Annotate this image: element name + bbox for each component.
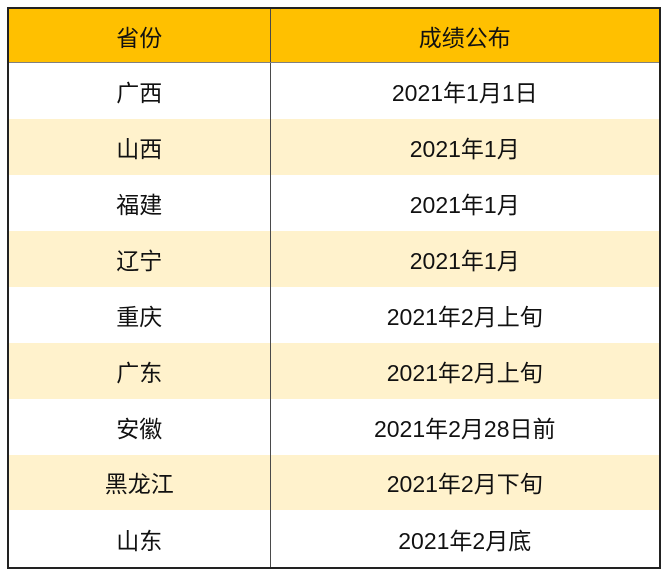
table-row: 福建 2021年1月	[8, 175, 660, 231]
table-row: 黑龙江 2021年2月下旬	[8, 454, 660, 511]
province-cell: 黑龙江	[8, 454, 271, 511]
table-row: 重庆 2021年2月上旬	[8, 286, 660, 343]
announcement-cell: 2021年2月底	[398, 527, 532, 554]
header-row: 省份 成绩公布	[8, 8, 660, 63]
table-row: 广东 2021年2月上旬	[8, 342, 660, 399]
announcement-cell: 2021年1月	[409, 192, 520, 219]
province-cell: 福建	[8, 175, 271, 231]
announcement-cell: 2021年2月28日前	[373, 415, 556, 442]
announcement-cell: 2021年1月	[409, 247, 520, 274]
province-cell: 山西	[8, 119, 271, 176]
table-row: 广西 2021年1月1日	[8, 62, 660, 120]
score-announcement-table: 省份 成绩公布 广西 2021年1月1日 山西 2021年1月 福建 2021年…	[7, 7, 661, 569]
column-header-announcement: 成绩公布	[270, 8, 660, 63]
announcement-cell: 2021年1月1日	[391, 80, 538, 107]
province-cell: 山东	[8, 510, 271, 568]
announcement-cell: 2021年2月下旬	[386, 471, 543, 498]
province-cell: 重庆	[8, 286, 271, 343]
province-cell: 辽宁	[8, 230, 271, 287]
announcement-cell: 2021年2月上旬	[386, 303, 543, 330]
table-row: 山东 2021年2月底	[8, 510, 660, 568]
province-cell: 广西	[8, 62, 271, 120]
announcement-cell: 2021年1月	[409, 136, 520, 163]
table-row: 山西 2021年1月	[8, 119, 660, 176]
table-row: 辽宁 2021年1月	[8, 230, 660, 287]
table-row: 安徽 2021年2月28日前	[8, 398, 660, 455]
announcement-cell: 2021年2月上旬	[386, 359, 543, 386]
column-header-province: 省份	[8, 8, 271, 63]
province-cell: 广东	[8, 342, 271, 399]
province-cell: 安徽	[8, 398, 271, 455]
